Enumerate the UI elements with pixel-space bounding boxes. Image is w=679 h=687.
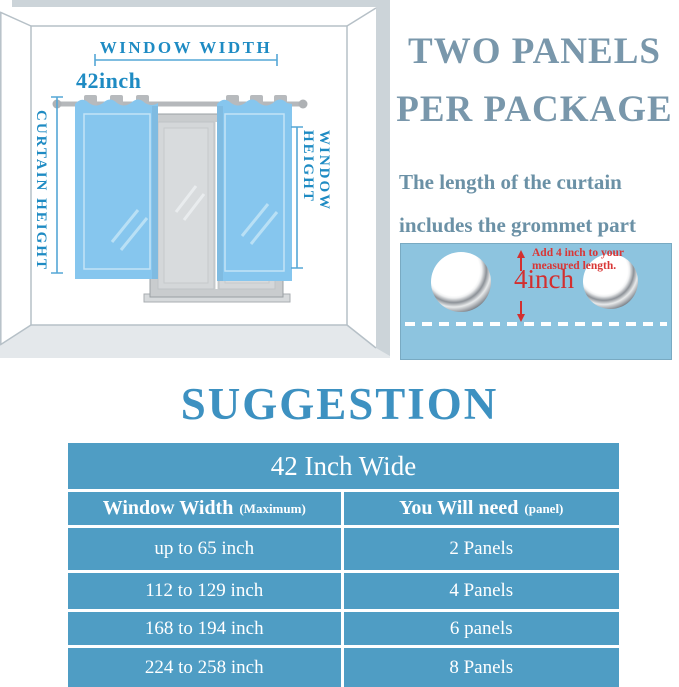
col-header-you-will-need: You Will need (panel) xyxy=(344,492,620,525)
table-title-row: 42 Inch Wide xyxy=(68,443,619,492)
col1-header-text: Window Width xyxy=(102,497,234,519)
table-row: up to 65 inch 2 Panels xyxy=(68,528,619,573)
window-width-cell: 224 to 258 inch xyxy=(68,648,344,687)
add-length-tip: Add 4 inch to your measured length. xyxy=(532,247,670,273)
panels-needed-cell: 4 Panels xyxy=(449,580,514,601)
package-heading-line2: PER PACKAGE xyxy=(396,89,673,130)
room-scene-illustration xyxy=(0,0,390,358)
four-inch-arrow-icon xyxy=(517,250,525,322)
table-row: 112 to 129 inch 4 Panels xyxy=(68,573,619,612)
suggestion-table: 42 Inch Wide Window Width (Maximum) You … xyxy=(68,443,619,687)
grommet-diagram: 4inch Add 4 inch to your measured length… xyxy=(400,243,672,360)
window-height-label: WINDOW HEIGHT xyxy=(300,130,332,211)
length-note-line2: includes the grommet part xyxy=(399,213,636,237)
length-note-line1: The length of the curtain xyxy=(399,170,622,194)
col2-header-text: You Will need xyxy=(399,497,519,519)
four-inch-label: 4inch xyxy=(514,264,574,294)
right-curtain-panel xyxy=(217,99,292,281)
table-header-row: Window Width (Maximum) You Will need (pa… xyxy=(68,492,619,528)
left-curtain-panel xyxy=(75,99,158,279)
col-header-window-width: Window Width (Maximum) xyxy=(68,492,344,525)
window-width-cell: 112 to 129 inch xyxy=(68,573,344,609)
table-title: 42 Inch Wide xyxy=(270,450,417,481)
package-heading-line1: TWO PANELS xyxy=(408,31,661,72)
table-row: 168 to 194 inch 6 panels xyxy=(68,612,619,648)
cut-dashed-line xyxy=(405,322,667,326)
table-row: 224 to 258 inch 8 Panels xyxy=(68,648,619,687)
suggestion-title: SUGGESTION xyxy=(180,379,499,429)
curtain-height-label: CURTAIN HEIGHT xyxy=(33,110,49,271)
tip-line2: measured length. xyxy=(532,260,617,272)
window-width-label: WINDOW WIDTH xyxy=(99,38,273,57)
panel-width-label: 42inch xyxy=(76,68,142,93)
grommet-ring-icon xyxy=(583,254,638,309)
grommet-ring-icon xyxy=(431,252,491,312)
window-width-cell: up to 65 inch xyxy=(68,528,344,570)
col1-header-note: (Maximum) xyxy=(239,500,306,516)
panels-needed-cell: 6 panels xyxy=(449,617,513,639)
measurement-lines xyxy=(51,54,303,274)
col2-header-note: (panel) xyxy=(524,500,564,516)
tip-line1: Add 4 inch to your xyxy=(532,247,625,259)
panels-needed-cell: 8 Panels xyxy=(449,656,514,678)
panels-needed-cell: 2 Panels xyxy=(449,538,514,559)
room-diagram xyxy=(0,0,390,360)
window-width-cell: 168 to 194 inch xyxy=(68,612,344,645)
